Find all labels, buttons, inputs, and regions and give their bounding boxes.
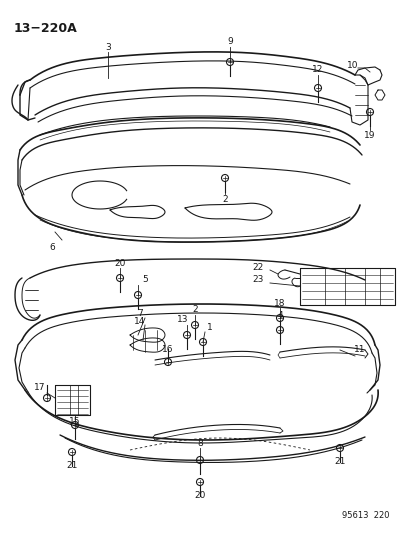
Text: 18: 18 [273,298,285,308]
Text: 14: 14 [134,318,145,327]
Text: 21: 21 [334,457,345,466]
Text: 15: 15 [69,417,81,426]
Text: 7: 7 [137,309,142,318]
Text: 10: 10 [347,61,358,69]
Text: 17: 17 [34,384,46,392]
Text: 12: 12 [311,66,323,75]
Text: 1: 1 [206,324,212,333]
Text: 13−220A: 13−220A [14,22,78,35]
Text: 4: 4 [277,311,282,319]
Text: 20: 20 [114,259,126,268]
Text: 5: 5 [142,276,147,285]
Text: 3: 3 [105,43,111,52]
Text: 95613  220: 95613 220 [342,511,389,520]
Text: 19: 19 [363,131,375,140]
Text: 13: 13 [177,316,188,325]
Text: 16: 16 [162,345,173,354]
Text: 2: 2 [222,196,227,205]
Text: 6: 6 [49,244,55,253]
Text: 20: 20 [194,490,205,499]
Text: 21: 21 [66,461,78,470]
Text: 23: 23 [252,276,263,285]
Text: 9: 9 [227,37,232,46]
Text: 8: 8 [197,440,202,448]
Text: 11: 11 [354,345,365,354]
Text: 2: 2 [192,305,197,314]
Text: 22: 22 [252,262,263,271]
